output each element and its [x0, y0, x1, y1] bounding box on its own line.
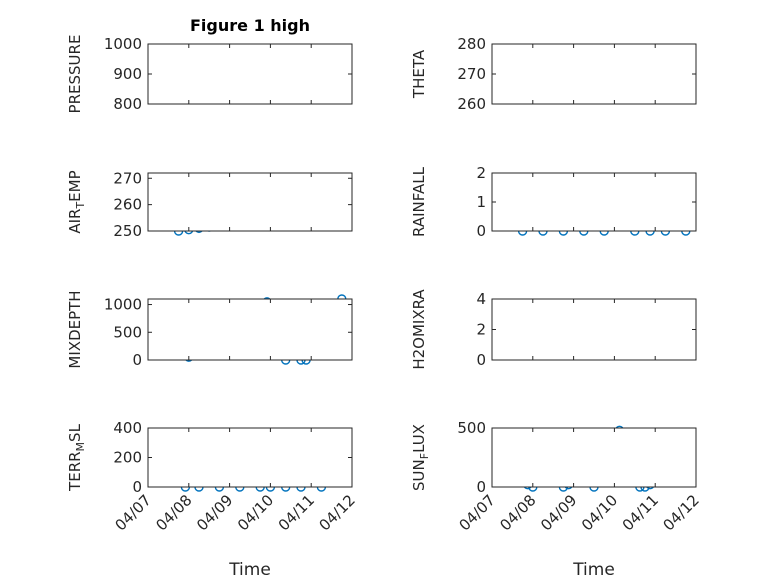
y-tick-label-rainfall: 0 — [476, 222, 486, 240]
x-axis-label-left: Time — [228, 560, 271, 580]
y-tick-label-sun-flux: 0 — [476, 478, 486, 496]
y-tick-label-terr-msl: 200 — [113, 449, 142, 467]
axes-air-temp: 250 260 270 AIRTEMP — [66, 169, 353, 240]
axes-frame-mixdepth — [147, 298, 353, 361]
x-tick-label-terr-msl: 04/10 — [234, 491, 277, 534]
y-tick-label-air-temp: 260 — [113, 196, 142, 214]
y-tick-label-theta: 270 — [457, 65, 486, 83]
axes-frame-sun-flux — [491, 427, 697, 488]
axes-frame-h2omixra — [491, 298, 697, 361]
y-tick-label-pressure: 800 — [113, 95, 142, 113]
y-tick-label-rainfall: 1 — [476, 193, 486, 211]
y-tick-label-pressure: 1000 — [104, 35, 142, 53]
y-tick-label-rainfall: 2 — [476, 164, 486, 182]
axes-mixdepth: 0 500 1000 MIXDEPTH — [66, 290, 353, 369]
y-tick-label-h2omixra: 2 — [476, 321, 486, 339]
y-tick-label-air-temp: 250 — [113, 222, 142, 240]
axes-frame-terr-msl — [147, 427, 353, 488]
y-tick-label-terr-msl: 400 — [113, 419, 142, 437]
axes-pressure: 800 900 1000 PRESSURE — [66, 35, 353, 114]
axes-frame-air-temp — [147, 172, 353, 232]
x-tick-label-terr-msl: 04/09 — [193, 491, 236, 534]
y-axis-label-mixdepth: MIXDEPTH — [66, 290, 84, 368]
y-tick-label-theta: 280 — [457, 35, 486, 53]
axes-frame-rainfall — [491, 172, 697, 232]
figure-title: Figure 1 high — [190, 16, 310, 35]
axes-theta: 260 270 280 THETA — [410, 35, 697, 113]
y-tick-label-mixdepth: 0 — [132, 351, 142, 369]
y-tick-label-theta: 260 — [457, 95, 486, 113]
y-tick-label-mixdepth: 1000 — [104, 296, 142, 314]
y-axis-label-h2omixra: H2OMIXRA — [410, 289, 428, 370]
x-tick-label-sun-flux: 04/08 — [496, 491, 539, 534]
y-tick-label-sun-flux: 500 — [457, 419, 486, 437]
x-tick-label-sun-flux: 04/07 — [456, 491, 499, 534]
x-tick-label-sun-flux: 04/10 — [578, 491, 621, 534]
y-axis-label-terr-msl: TERRMSL — [66, 423, 87, 492]
y-tick-label-air-temp: 270 — [113, 169, 142, 187]
y-tick-label-terr-msl: 0 — [132, 478, 142, 496]
x-tick-label-sun-flux: 04/11 — [619, 491, 662, 534]
y-tick-label-h2omixra: 4 — [476, 290, 486, 308]
y-axis-label-sun-flux: SUNFLUX — [410, 424, 431, 491]
axes-h2omixra: 0 2 4 H2OMIXRA — [410, 289, 697, 370]
x-tick-label-terr-msl: 04/11 — [275, 491, 318, 534]
x-tick-label-terr-msl: 04/08 — [152, 491, 195, 534]
x-tick-label-sun-flux: 04/09 — [537, 491, 580, 534]
y-tick-label-pressure: 900 — [113, 65, 142, 83]
axes-frame-theta — [491, 43, 697, 105]
x-axis-label-right: Time — [572, 560, 615, 580]
y-tick-label-h2omixra: 0 — [476, 351, 486, 369]
x-tick-label-terr-msl: 04/07 — [112, 491, 155, 534]
x-tick-label-terr-msl: 04/12 — [316, 491, 359, 534]
y-tick-label-mixdepth: 500 — [113, 323, 142, 341]
axes-rainfall: 0 1 2 RAINFALL — [410, 164, 697, 240]
axes-frame-pressure — [147, 43, 353, 105]
x-tick-label-sun-flux: 04/12 — [660, 491, 703, 534]
y-axis-label-rainfall: RAINFALL — [410, 166, 428, 237]
y-axis-label-air-temp: AIRTEMP — [66, 170, 87, 233]
y-axis-label-theta: THETA — [410, 49, 428, 99]
y-axis-label-pressure: PRESSURE — [66, 35, 84, 114]
